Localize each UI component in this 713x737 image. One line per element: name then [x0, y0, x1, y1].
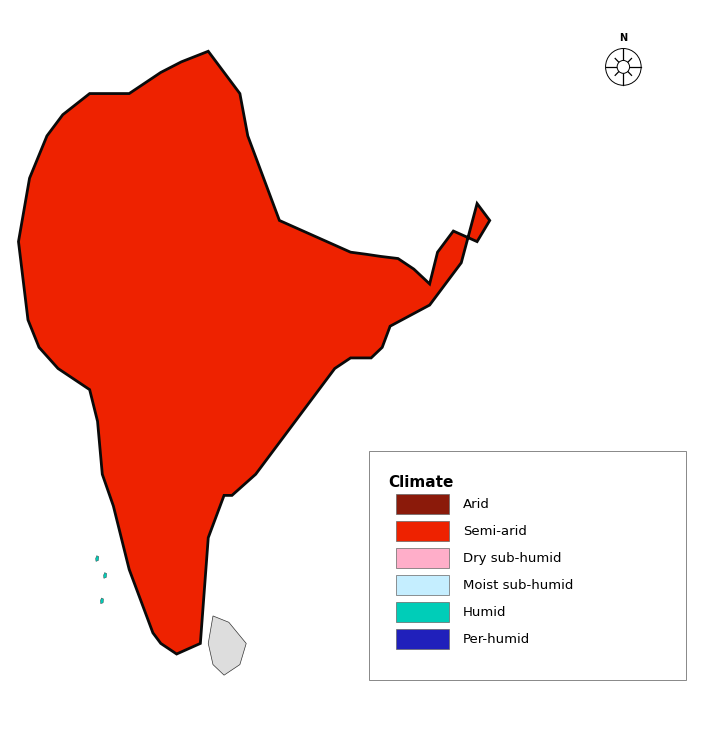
Polygon shape	[414, 565, 419, 573]
Polygon shape	[96, 556, 99, 562]
Polygon shape	[103, 573, 107, 579]
Text: Moist sub-humid: Moist sub-humid	[463, 579, 574, 592]
Polygon shape	[208, 616, 246, 675]
Text: Humid: Humid	[463, 606, 507, 619]
Text: N: N	[620, 32, 627, 43]
Polygon shape	[414, 534, 419, 542]
Bar	[396, 495, 449, 514]
Bar	[396, 548, 449, 568]
Text: Per-humid: Per-humid	[463, 633, 530, 646]
Text: Arid: Arid	[463, 498, 490, 511]
Text: Climate: Climate	[389, 475, 454, 490]
Bar	[396, 602, 449, 622]
Bar	[396, 521, 449, 541]
Text: Dry sub-humid: Dry sub-humid	[463, 552, 562, 565]
Circle shape	[617, 60, 630, 74]
Polygon shape	[414, 551, 419, 559]
Polygon shape	[101, 598, 103, 604]
Polygon shape	[19, 52, 490, 654]
Bar	[396, 575, 449, 595]
FancyBboxPatch shape	[369, 451, 686, 680]
Text: Semi-arid: Semi-arid	[463, 525, 527, 538]
Polygon shape	[414, 576, 419, 584]
Polygon shape	[414, 591, 419, 598]
Bar	[396, 629, 449, 649]
